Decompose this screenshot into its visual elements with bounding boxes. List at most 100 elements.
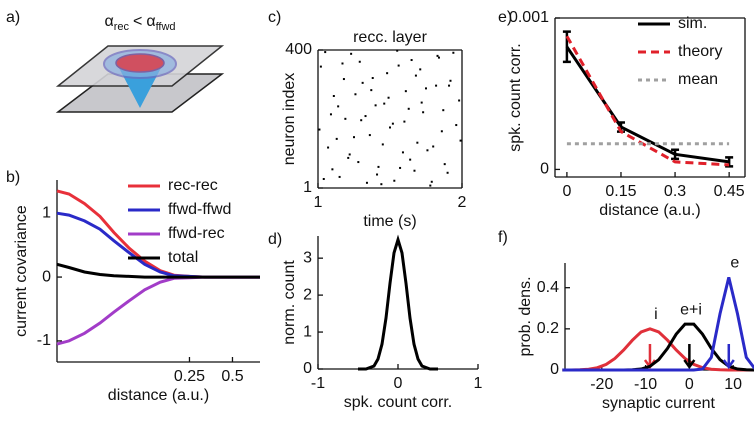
y-tick-label: -1 [37, 332, 51, 349]
formula: αrec < αffwd [104, 13, 175, 33]
spike [425, 87, 427, 90]
spike [452, 51, 455, 54]
x-tick-label: 1 [474, 375, 483, 392]
mean-arrow [683, 344, 696, 370]
spike [437, 56, 440, 59]
spike [338, 175, 341, 178]
spike [348, 153, 351, 156]
error-bar [725, 156, 734, 168]
series-line [562, 277, 754, 372]
legend-label: mean [678, 71, 718, 88]
y-tick-label: 0.2 [537, 320, 559, 337]
legend-label: rec-rec [168, 177, 218, 194]
spike [368, 134, 371, 137]
spike [365, 181, 368, 184]
legend-label: total [168, 249, 198, 266]
spike [419, 68, 422, 71]
y-tick-label: 0.4 [537, 279, 559, 296]
spike [389, 126, 391, 129]
spike [435, 84, 438, 87]
formula-sub: ffwd [156, 21, 176, 33]
x-tick-label: 0 [562, 183, 571, 200]
spike [448, 84, 451, 87]
spike [399, 166, 402, 169]
spike [357, 161, 360, 164]
spike [354, 93, 357, 96]
spike [391, 122, 394, 125]
y-tick-label: 0 [550, 361, 559, 378]
formula-sub: rec [114, 21, 130, 33]
spike [381, 143, 384, 146]
spike [396, 49, 399, 52]
spike [344, 117, 347, 120]
spike [374, 104, 377, 107]
panel-label: f) [498, 229, 508, 246]
spike [432, 145, 435, 148]
spike [404, 90, 407, 93]
spike [358, 60, 361, 63]
spike [329, 113, 332, 116]
layer-diagram [55, 45, 225, 113]
formula-base: α [104, 13, 113, 30]
spike [410, 59, 413, 62]
spike [403, 120, 406, 123]
x-tick-label: 0.15 [605, 183, 636, 200]
spike [350, 52, 353, 55]
spike [332, 95, 335, 97]
spike [380, 183, 383, 186]
y-tick-label: 1 [303, 323, 312, 340]
spike [413, 169, 416, 172]
spike [342, 78, 345, 81]
panel-label: c) [268, 9, 281, 26]
spike [397, 64, 400, 67]
spike [318, 128, 321, 131]
panel-label: a) [6, 9, 20, 26]
y-tick-label: 1 [303, 179, 312, 196]
series-line [565, 35, 730, 167]
spike [455, 124, 458, 127]
spike [347, 156, 350, 159]
spike [422, 111, 425, 114]
y-axis-label: neuron index [281, 73, 298, 166]
x-tick-label: 0.3 [664, 183, 686, 200]
spike [386, 72, 389, 75]
x-axis-label: distance (a.u.) [599, 202, 700, 219]
y-axis-label: current covariance [13, 205, 30, 337]
x-tick-label: 0.5 [221, 368, 243, 385]
x-axis-label: time (s) [363, 213, 416, 230]
formula-op: < [133, 13, 142, 30]
x-tick-label: 0 [394, 375, 403, 392]
y-axis-label: norm. count [281, 260, 298, 345]
series-line [56, 262, 260, 279]
x-tick-label: -10 [634, 376, 657, 393]
spike [420, 101, 423, 104]
y-tick-label: 3 [303, 249, 312, 266]
chart-title: recc. layer [353, 29, 427, 46]
spike [364, 115, 367, 118]
x-tick-label: -20 [590, 376, 613, 393]
x-tick-label: 0.25 [174, 368, 205, 385]
spike [407, 107, 410, 110]
panel-label: e) [498, 9, 512, 26]
spike [458, 99, 461, 102]
x-tick-label: 10 [724, 376, 742, 393]
x-tick-label: -1 [311, 375, 325, 392]
spike [446, 171, 449, 174]
series-line [562, 327, 754, 372]
spike [324, 51, 327, 54]
spike [387, 96, 390, 99]
spike [449, 79, 452, 82]
series-line [56, 275, 260, 346]
y-tick-label: 400 [285, 41, 312, 58]
spike [440, 130, 443, 133]
spike [370, 89, 373, 92]
series-label: i [654, 306, 658, 323]
spike [337, 105, 340, 108]
legend-label: ffwd-ffwd [168, 201, 231, 218]
spike [459, 139, 462, 142]
spike [383, 102, 386, 105]
spike [426, 149, 429, 152]
y-tick-label: 0 [540, 161, 549, 178]
mean-arrow [722, 344, 735, 370]
